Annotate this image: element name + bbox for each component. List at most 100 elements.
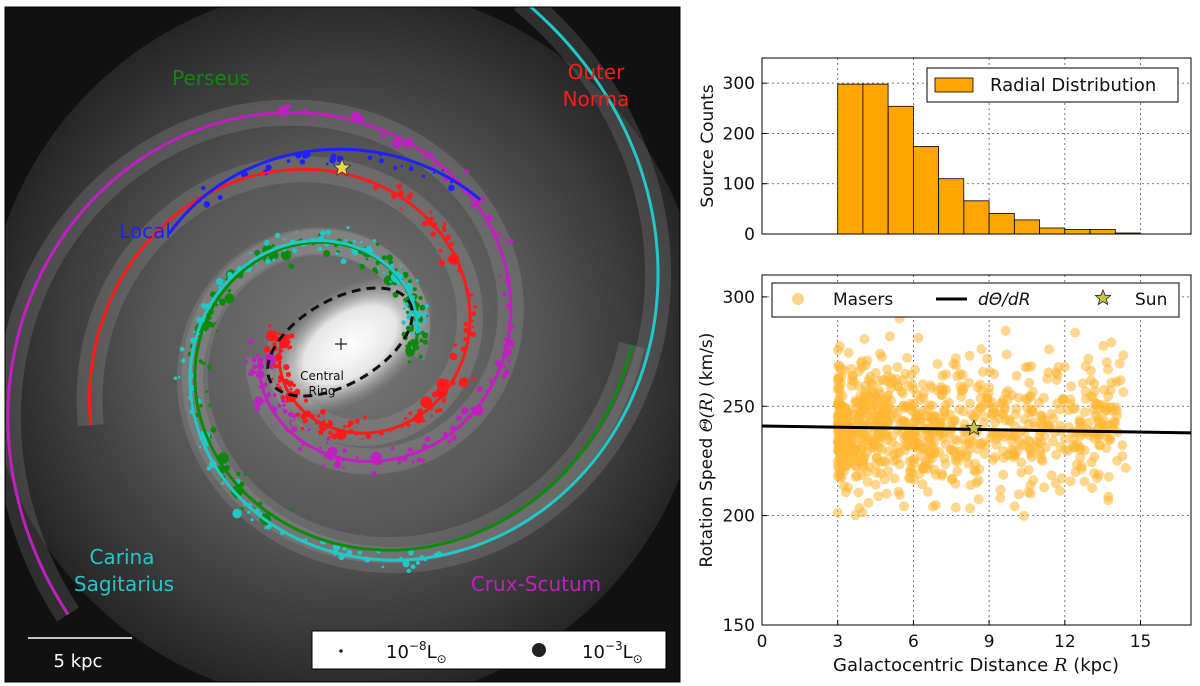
maser-point — [854, 417, 865, 428]
maser-dot-crux — [503, 337, 507, 341]
maser-dot-local — [408, 166, 414, 172]
maser-dot-perseus — [271, 243, 275, 248]
histogram-ytick-label: 200 — [723, 124, 755, 144]
maser-dot-carina — [377, 267, 380, 270]
maser-point — [1005, 449, 1015, 460]
maser-point — [1056, 473, 1067, 484]
maser-point — [832, 507, 843, 518]
maser-point — [859, 334, 870, 344]
histogram-bar — [988, 212, 1015, 235]
maser-dot-perseus — [216, 329, 219, 333]
maser-point — [1107, 419, 1118, 430]
maser-dot-carina — [424, 303, 429, 309]
scatter-xtick-label: 6 — [908, 632, 919, 652]
maser-point — [1071, 459, 1082, 470]
maser-point — [1048, 436, 1059, 447]
scatter-xtick-label: 15 — [1130, 632, 1152, 652]
maser-dot-perseus — [365, 257, 369, 261]
maser-point — [894, 459, 905, 470]
maser-dot-perseus — [236, 471, 241, 477]
maser-point — [925, 380, 936, 391]
maser-dot-norma — [469, 293, 474, 297]
maser-point — [1028, 475, 1039, 486]
maser-dot-local — [306, 152, 311, 158]
maser-dot-carina — [382, 271, 386, 275]
maser-point — [988, 409, 998, 419]
histogram-panel: 0 100 200 300 Source Counts Radial Distribu… — [698, 57, 1192, 245]
maser-dot-crux — [398, 459, 402, 462]
maser-point — [874, 411, 885, 422]
maser-point — [855, 398, 866, 409]
maser-dot-crux — [336, 458, 341, 464]
maser-dot-crux — [417, 457, 422, 463]
maser-dot-local — [393, 165, 398, 170]
maser-dot-crux — [342, 466, 346, 469]
maser-dot-local — [203, 201, 211, 208]
maser-point — [1046, 408, 1057, 419]
maser-point — [1103, 364, 1114, 375]
maser-dot-carina — [423, 315, 426, 318]
maser-point — [892, 362, 903, 373]
galaxy-map — [5, 7, 680, 682]
maser-dot-carina — [352, 240, 355, 243]
maser-dot-carina — [192, 331, 196, 334]
maser-point — [884, 331, 895, 342]
maser-dot-carina — [410, 564, 416, 570]
maser-dot-carina — [402, 307, 406, 310]
maser-point — [881, 488, 892, 499]
maser-point — [1026, 452, 1037, 463]
sun-marker-map — [332, 157, 352, 177]
maser-dot-crux — [355, 456, 359, 460]
maser-dot-norma — [354, 418, 360, 424]
maser-point — [1103, 495, 1114, 506]
maser-dot-crux — [251, 357, 257, 363]
maser-dot-norma — [422, 419, 426, 423]
maser-point — [971, 477, 982, 488]
maser-point — [1106, 337, 1117, 348]
maser-dot-crux — [318, 446, 322, 450]
maser-dot-carina — [291, 248, 298, 254]
maser-dot-local — [217, 195, 223, 200]
label-local: Local — [119, 219, 171, 243]
maser-dot-norma — [471, 325, 475, 329]
maser-point — [883, 371, 893, 382]
maser-dot-norma — [453, 343, 457, 347]
scatter-ylabel: Rotation Speed Θ(R) (km/s) — [697, 333, 717, 568]
maser-dot-norma — [449, 352, 458, 361]
maser-dot-norma — [471, 311, 476, 317]
maser-dot-perseus — [386, 254, 393, 261]
maser-dot-norma — [406, 423, 411, 428]
maser-point — [936, 470, 947, 481]
maser-dot-carina — [399, 265, 403, 268]
scatter-x-ticks: 0 3 6 9 12 15 — [757, 620, 1152, 652]
maser-dot-carina — [216, 278, 224, 286]
maser-dot-norma — [434, 408, 440, 414]
maser-dot-carina — [295, 230, 298, 233]
maser-dot-norma — [268, 324, 272, 328]
maser-point — [930, 500, 941, 510]
maser-point — [1013, 392, 1024, 403]
maser-point — [834, 429, 845, 440]
maser-dot-carina — [243, 504, 246, 507]
maser-dot-perseus — [359, 263, 365, 270]
maser-dot-perseus — [323, 249, 331, 258]
scatter-ytick-label: 300 — [723, 288, 755, 308]
maser-dot-carina — [265, 258, 271, 264]
maser-point — [1025, 391, 1036, 402]
maser-dot-crux — [293, 418, 296, 421]
maser-dot-crux — [470, 202, 476, 208]
maser-dot-carina — [283, 238, 286, 241]
maser-dot-crux — [259, 357, 264, 362]
maser-dot-crux — [285, 116, 289, 120]
maser-point — [983, 388, 994, 398]
maser-point — [995, 484, 1006, 495]
maser-dot-crux — [501, 374, 506, 379]
maser-point — [1105, 433, 1116, 444]
maser-point — [1111, 376, 1122, 387]
maser-dot-norma — [283, 364, 290, 371]
maser-point — [853, 487, 864, 498]
maser-point — [921, 444, 932, 455]
maser-point — [1051, 374, 1062, 385]
maser-dot-perseus — [243, 473, 247, 476]
maser-point — [1051, 449, 1062, 460]
